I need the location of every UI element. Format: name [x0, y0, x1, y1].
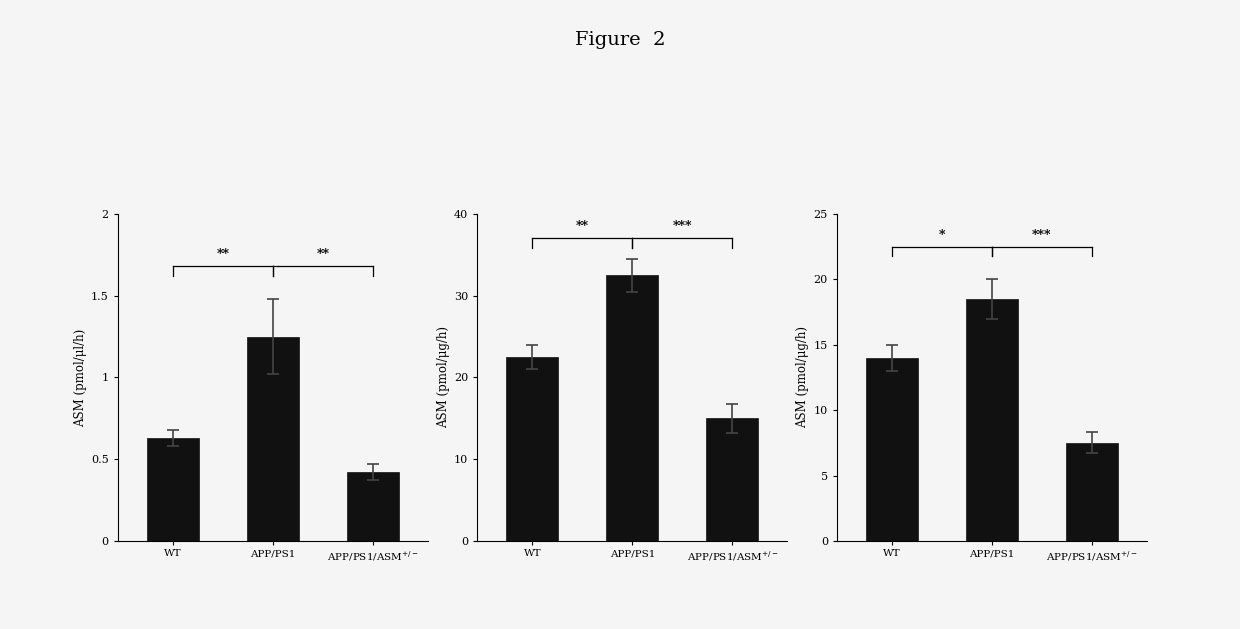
Bar	[347, 472, 399, 541]
Bar	[1066, 443, 1118, 541]
Bar	[506, 357, 558, 541]
Bar	[966, 299, 1018, 541]
Y-axis label: ASM (pmol/μg/h): ASM (pmol/μg/h)	[796, 326, 810, 428]
Bar	[247, 337, 299, 541]
Bar	[146, 438, 198, 541]
Y-axis label: ASM (pmol/μl/h): ASM (pmol/μl/h)	[74, 328, 87, 426]
Text: **: **	[575, 221, 589, 233]
Text: **: **	[316, 248, 330, 261]
Text: **: **	[216, 248, 229, 261]
Text: *: *	[939, 229, 945, 242]
Bar	[606, 275, 658, 541]
Text: ***: ***	[672, 221, 692, 233]
Bar	[866, 358, 918, 541]
Y-axis label: ASM (pmol/μg/h): ASM (pmol/μg/h)	[436, 326, 450, 428]
Bar	[707, 418, 759, 541]
Text: ***: ***	[1032, 229, 1052, 242]
Text: Figure  2: Figure 2	[575, 31, 665, 50]
